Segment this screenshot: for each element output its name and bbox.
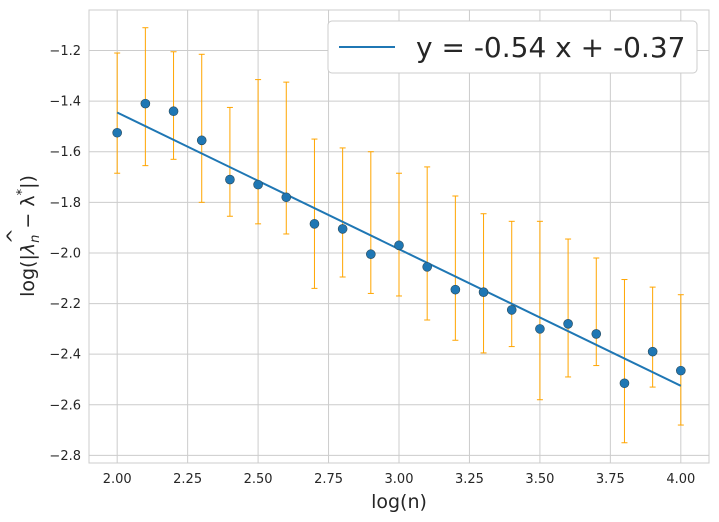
error-bar <box>170 51 177 160</box>
error-bar <box>311 138 318 289</box>
data-point <box>309 219 320 229</box>
x-tick-label: 3.50 <box>525 472 554 487</box>
y-label-superscript: * <box>15 188 30 195</box>
legend-box <box>327 20 698 74</box>
y-tick-label: −2.6 <box>49 398 81 413</box>
y-tick-label: −1.2 <box>49 44 81 59</box>
error-bar <box>593 257 600 367</box>
error-bar <box>677 294 684 426</box>
data-point <box>506 305 517 315</box>
legend-label: y = -0.54 x + -0.37 <box>416 31 685 64</box>
y-label-lambda: λ <box>17 243 39 255</box>
y-label-suffix: |) <box>17 175 39 189</box>
y-tick-label: −2.2 <box>49 297 81 312</box>
x-tick-label: 3.00 <box>385 472 414 487</box>
y-label-subscript: n <box>28 235 43 243</box>
x-tick-label: 3.25 <box>455 472 484 487</box>
data-point <box>535 324 545 334</box>
data-point <box>112 127 122 138</box>
y-label-prefix: log(| <box>17 254 39 297</box>
legend: y = -0.54 x + -0.37 <box>327 20 698 74</box>
error-bar <box>621 279 628 444</box>
y-axis-label: log(|λn − λ*|) ^ <box>3 175 43 297</box>
error-bar <box>283 81 290 235</box>
data-point <box>591 329 602 339</box>
error-bar <box>649 286 656 388</box>
error-bar <box>339 147 346 278</box>
data-point <box>619 378 630 389</box>
error-bar <box>142 27 149 167</box>
data-point <box>394 240 404 251</box>
x-tick-label: 2.00 <box>103 472 132 487</box>
data-point <box>366 249 376 260</box>
data-point <box>450 284 461 295</box>
y-tick-label: −1.8 <box>49 196 81 211</box>
error-bar <box>480 213 487 354</box>
y-label-mid: − λ <box>17 195 39 234</box>
data-point <box>140 98 151 109</box>
error-bar <box>536 220 543 401</box>
data-point <box>478 287 489 297</box>
x-tick-labels: 2.00 2.25 2.50 2.75 3.00 3.25 3.50 3.75 4.00 <box>103 472 696 487</box>
error-bar <box>226 106 233 217</box>
error-bar <box>396 172 402 297</box>
error-bar <box>255 79 262 225</box>
y-tick-label: −2.4 <box>49 348 81 363</box>
data-point <box>168 106 179 117</box>
y-label-hat: ^ <box>3 228 25 244</box>
error-bar <box>198 53 205 203</box>
x-tick-label: 4.00 <box>666 472 695 487</box>
x-tick-label: 2.75 <box>314 472 343 487</box>
x-tick-label: 2.50 <box>244 472 273 487</box>
y-tick-label: −2.8 <box>49 449 81 464</box>
x-axis-label: log(n) <box>371 491 427 513</box>
data-point <box>563 319 573 329</box>
x-tick-label: 2.25 <box>173 472 202 487</box>
data-point <box>196 135 207 146</box>
error-bar <box>367 151 374 294</box>
y-tick-label: −1.4 <box>49 95 81 110</box>
error-bar <box>565 238 572 378</box>
error-bar <box>424 166 431 321</box>
data-points <box>112 98 686 389</box>
data-point <box>225 174 235 185</box>
data-point <box>422 262 432 272</box>
data-point <box>337 224 348 234</box>
y-tick-label: −1.6 <box>49 145 81 160</box>
x-tick-label: 3.75 <box>596 472 625 487</box>
y-tick-label: −2.0 <box>49 246 81 261</box>
y-tick-labels: −2.8 −2.6 −2.4 −2.2 −2.0 −1.8 −1.6 −1.4 −1.2 <box>49 44 81 464</box>
svg-text:log(|λn − λ*|): log(|λn − λ*|) <box>15 175 43 297</box>
data-point <box>253 179 263 190</box>
error-bar <box>508 220 515 348</box>
data-point <box>647 346 658 357</box>
data-point <box>676 365 686 376</box>
data-point <box>281 192 292 203</box>
error-bar <box>452 195 459 341</box>
